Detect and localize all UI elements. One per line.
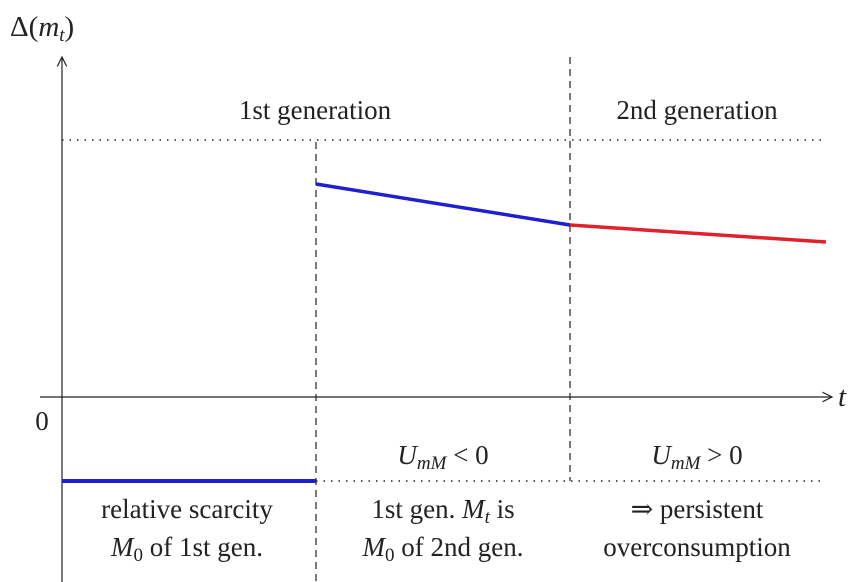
text-part: ⇒ persistent bbox=[631, 494, 764, 524]
text-part: Δ( bbox=[10, 11, 38, 43]
text-part: mM bbox=[671, 453, 702, 474]
generation-header: 2nd generation bbox=[616, 95, 778, 125]
condition-label: UmM < 0 bbox=[397, 440, 488, 474]
text-part: is bbox=[490, 494, 515, 524]
text-part: U bbox=[397, 440, 418, 470]
caption-line: 1st gen. Mt is bbox=[371, 494, 514, 528]
text-part: M bbox=[362, 532, 387, 562]
caption-line: relative scarcity bbox=[101, 494, 273, 524]
caption-line: M0 of 2nd gen. bbox=[362, 532, 524, 566]
x-axis-label: t bbox=[838, 381, 847, 413]
text-part: relative scarcity bbox=[101, 494, 273, 524]
text-part: 2nd generation bbox=[616, 95, 778, 125]
text-part: < 0 bbox=[446, 440, 488, 470]
text-part: t bbox=[59, 25, 65, 46]
text-part: overconsumption bbox=[603, 532, 791, 562]
text-part: ) bbox=[65, 11, 75, 43]
text-part: m bbox=[38, 11, 59, 43]
text-part: 0 bbox=[385, 545, 395, 566]
blue-segment bbox=[315, 182, 571, 227]
generation-header: 1st generation bbox=[239, 95, 392, 125]
text-part: t bbox=[838, 381, 847, 413]
text-part: t bbox=[485, 507, 491, 528]
caption-line: ⇒ persistent bbox=[631, 494, 764, 524]
caption-line: M0 of 1st gen. bbox=[110, 532, 263, 566]
text-part: of 1st gen. bbox=[143, 532, 263, 562]
text-part: mM bbox=[417, 453, 448, 474]
condition-label: UmM > 0 bbox=[651, 440, 742, 474]
red-segment bbox=[569, 223, 827, 244]
text-part: M bbox=[461, 494, 486, 524]
y-axis-label: Δ(mt) bbox=[10, 11, 74, 46]
text-part: > 0 bbox=[700, 440, 742, 470]
text-part: 1st generation bbox=[239, 95, 392, 125]
text-part: U bbox=[651, 440, 672, 470]
text-part: 0 bbox=[35, 406, 49, 436]
text-part: of 2nd gen. bbox=[395, 532, 524, 562]
origin-label: 0 bbox=[35, 406, 49, 436]
text-part: 0 bbox=[134, 545, 144, 566]
caption-line: overconsumption bbox=[603, 532, 791, 562]
text-part: M bbox=[110, 532, 135, 562]
text-part: 1st gen. bbox=[371, 494, 462, 524]
